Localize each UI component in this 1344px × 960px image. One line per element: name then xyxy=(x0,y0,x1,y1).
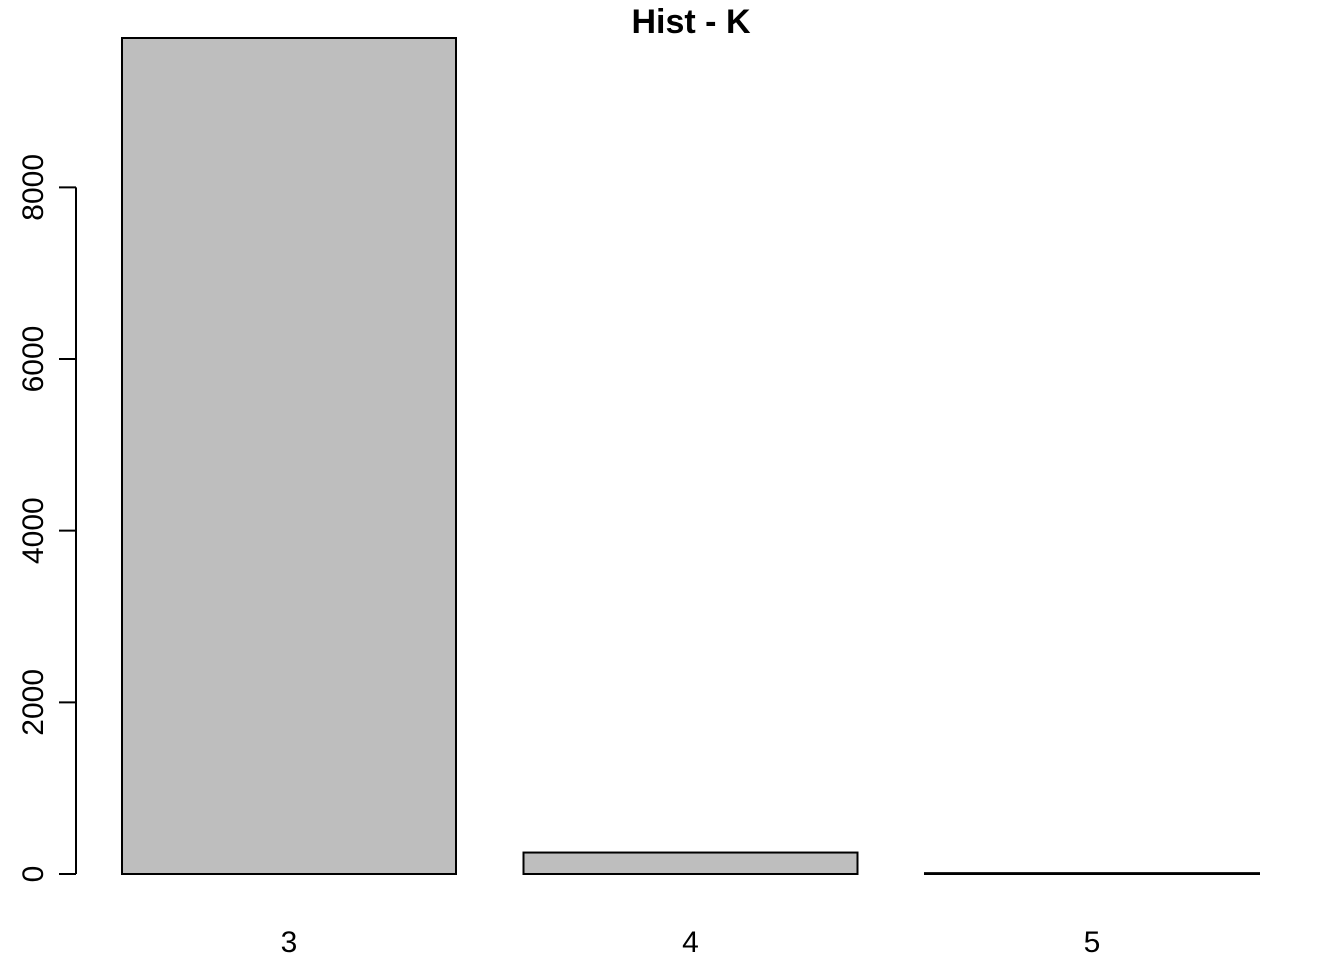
x-tick-label: 4 xyxy=(682,926,699,959)
chart-title: Hist - K xyxy=(632,3,751,41)
x-tick-label: 3 xyxy=(281,926,298,959)
y-tick-label: 8000 xyxy=(17,154,50,221)
y-tick-label: 2000 xyxy=(17,669,50,736)
y-tick-label: 6000 xyxy=(17,326,50,393)
y-tick-label: 0 xyxy=(17,866,50,883)
bars-group xyxy=(121,37,1260,876)
x-tick-label: 5 xyxy=(1084,926,1101,959)
bar-5 xyxy=(924,872,1260,875)
bar-4 xyxy=(522,851,859,876)
bar-3 xyxy=(121,37,457,875)
x-axis-labels: 3 4 5 xyxy=(281,926,1101,959)
y-tick-label: 4000 xyxy=(17,497,50,564)
y-axis: 0 2000 4000 6000 8000 xyxy=(17,154,77,883)
